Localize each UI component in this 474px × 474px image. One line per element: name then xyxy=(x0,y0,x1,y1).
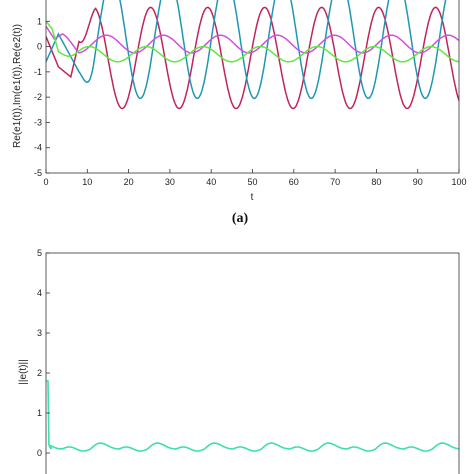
top-x-tick-label: 90 xyxy=(413,177,423,187)
top-y-tick-label: 0 xyxy=(37,42,42,52)
bottom-chart: 0 1 2 3 4 5 ||e(t)|| xyxy=(18,248,460,474)
bottom-plot-frame xyxy=(45,252,460,474)
bottom-series-line xyxy=(46,380,459,452)
top-x-tick-label: 100 xyxy=(451,177,466,187)
bottom-y-tick-label: 4 xyxy=(37,288,42,298)
top-x-tick-label: 10 xyxy=(82,177,92,187)
top-y-tick-label: 2 xyxy=(37,0,42,1)
top-x-tick-label: 70 xyxy=(330,177,340,187)
top-x-tick-label: 20 xyxy=(124,177,134,187)
top-y-tick-label: -2 xyxy=(34,92,42,102)
top-x-tick-label: 60 xyxy=(289,177,299,187)
caption-a: (a) xyxy=(232,211,249,226)
top-x-tick-label: 30 xyxy=(165,177,175,187)
top-x-axis-label: t xyxy=(251,192,254,203)
top-series-line-2 xyxy=(46,0,447,100)
bottom-y-tick-label: 1 xyxy=(37,408,42,418)
top-series-line-4 xyxy=(46,20,459,63)
top-x-tick-label: 0 xyxy=(43,177,48,187)
bottom-y-axis-label: ||e(t)|| xyxy=(18,359,29,384)
top-y-tick-label: -4 xyxy=(34,143,42,153)
top-y-tick-label: -3 xyxy=(34,117,42,127)
top-x-tick-label: 40 xyxy=(206,177,216,187)
top-x-tick-label: 80 xyxy=(371,177,381,187)
top-y-tick-label: -5 xyxy=(34,168,42,178)
top-plot-frame xyxy=(45,0,460,174)
top-y-tick-label: 1 xyxy=(37,16,42,26)
top-series-line-1 xyxy=(46,6,459,110)
top-x-tick-label: 50 xyxy=(247,177,257,187)
top-y-tick-label: -1 xyxy=(34,67,42,77)
bottom-y-tick-label: 5 xyxy=(37,248,42,258)
bottom-y-tick-label: 3 xyxy=(37,328,42,338)
bottom-y-tick-label: 0 xyxy=(37,448,42,458)
top-y-axis-label: Re(e1(t)),Im(e1(t)),Re(e2(t)) xyxy=(12,24,23,148)
bottom-y-tick-label: 2 xyxy=(37,368,42,378)
top-chart: -5 -4 -3 -2 -1 0 1 2 0 10 20 30 40 50 60 70 80 90 100 t R… xyxy=(12,0,467,203)
